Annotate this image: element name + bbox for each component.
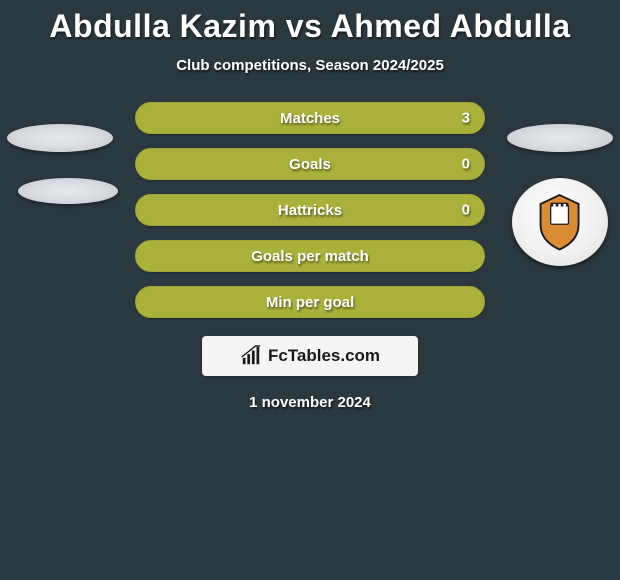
club-badge-icon <box>525 190 594 253</box>
stat-value-right: 0 <box>462 156 470 173</box>
stat-row-goals: Goals 0 <box>135 148 485 180</box>
stat-row-goals-per-match: Goals per match <box>135 240 485 272</box>
brand-text: FcTables.com <box>268 346 380 366</box>
stat-label: Matches <box>280 110 340 127</box>
player-left-shadow-1 <box>7 124 113 152</box>
page-subtitle: Club competitions, Season 2024/2025 <box>0 57 620 74</box>
brand-box: FcTables.com <box>202 336 418 376</box>
stat-value-right: 0 <box>462 202 470 219</box>
stat-row-matches: Matches 3 <box>135 102 485 134</box>
stat-label: Goals <box>289 156 331 173</box>
stat-value-right: 3 <box>462 110 470 127</box>
player-left-shadow-2 <box>18 178 118 204</box>
stat-label: Goals per match <box>251 248 369 265</box>
player-right-shadow-1 <box>507 124 613 152</box>
page-title: Abdulla Kazim vs Ahmed Abdulla <box>0 0 620 45</box>
bar-chart-icon <box>240 345 262 367</box>
stat-label: Hattricks <box>278 202 342 219</box>
stat-row-hattricks: Hattricks 0 <box>135 194 485 226</box>
stat-row-min-per-goal: Min per goal <box>135 286 485 318</box>
footer-date: 1 november 2024 <box>0 394 620 411</box>
stat-label: Min per goal <box>266 294 354 311</box>
club-badge <box>512 178 608 266</box>
